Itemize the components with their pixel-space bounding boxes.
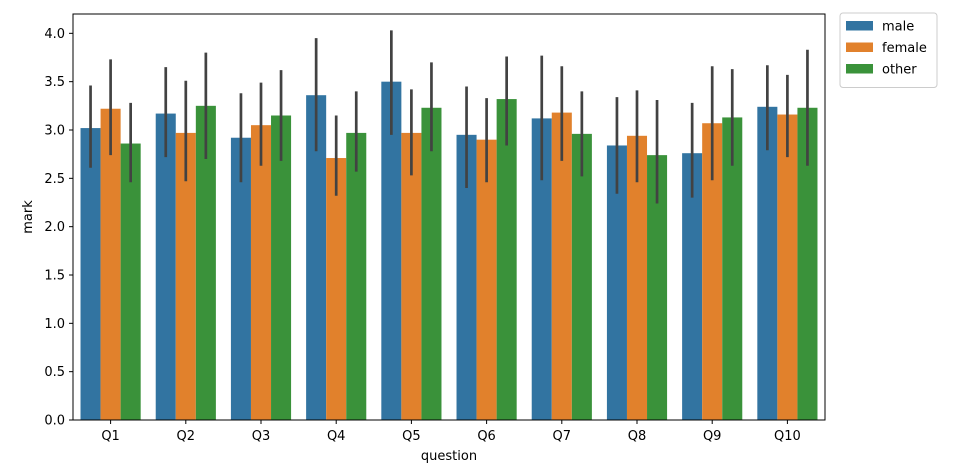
x-tick-label: Q1 — [101, 429, 120, 444]
y-tick-label: 3.0 — [44, 124, 65, 139]
bar-female-q6 — [476, 139, 497, 421]
y-tick-label: 0.0 — [44, 414, 65, 429]
bar-other-q7 — [571, 133, 592, 420]
bar-female-q8 — [626, 135, 648, 421]
bar-female-q7 — [551, 112, 572, 420]
bar-male-q4 — [306, 95, 327, 420]
x-tick-label: Q10 — [774, 429, 801, 444]
bar-male-q7 — [531, 118, 552, 421]
x-tick-label: Q9 — [703, 429, 722, 444]
legend-swatch-male — [846, 21, 873, 31]
y-tick-label: 0.5 — [44, 365, 65, 380]
y-tick-label: 1.0 — [44, 317, 65, 332]
bar-other-q9 — [722, 117, 743, 421]
x-axis-label: question — [421, 449, 477, 464]
bars-layer — [80, 81, 818, 421]
bar-other-q4 — [346, 132, 367, 420]
legend-swatch-female — [846, 42, 873, 52]
x-tick-label: Q2 — [177, 429, 196, 444]
x-tick-label: Q3 — [252, 429, 271, 444]
bar-other-q8 — [647, 155, 668, 420]
x-tick-label: Q7 — [553, 429, 572, 444]
bar-female-q4 — [326, 158, 347, 420]
bar-female-q1 — [100, 108, 121, 420]
y-axis-label: mark — [21, 200, 36, 234]
bar-other-q5 — [421, 107, 442, 421]
bar-female-q3 — [250, 125, 272, 421]
y-tick-label: 2.5 — [44, 172, 65, 187]
bar-female-q5 — [401, 132, 422, 420]
bar-male-q3 — [230, 137, 251, 421]
y-axis: 0.0 0.5 1.0 1.5 2.0 2.5 3.0 3.5 4.0 — [44, 27, 73, 429]
y-tick-label: 3.5 — [44, 75, 65, 90]
bar-female-q2 — [175, 132, 196, 420]
bar-female-q10 — [777, 114, 798, 420]
bar-other-q6 — [496, 99, 517, 420]
legend: male female other — [839, 12, 938, 88]
bar-male-q6 — [456, 134, 477, 420]
legend-label-male: male — [882, 20, 914, 35]
y-tick-label: 4.0 — [44, 27, 65, 42]
legend-swatch-other — [846, 64, 873, 74]
x-tick-label: Q8 — [628, 429, 647, 444]
x-tick-label: Q6 — [477, 429, 496, 444]
bar-male-q5 — [381, 81, 402, 421]
x-tick-label: Q4 — [327, 429, 346, 444]
bar-male-q10 — [757, 106, 778, 421]
error-bars-layer — [89, 30, 809, 204]
plot-frame — [72, 13, 826, 421]
bar-other-q3 — [271, 115, 292, 420]
x-axis: Q1 Q2 Q3 Q4 Q5 Q6 Q7 Q8 Q9 Q10 — [101, 420, 801, 444]
bar-male-q2 — [155, 113, 176, 420]
bar-male-q9 — [682, 153, 703, 420]
legend-label-female: female — [882, 41, 927, 56]
bar-other-q10 — [797, 107, 818, 421]
bar-male-q8 — [606, 145, 627, 420]
bar-other-q2 — [195, 105, 216, 420]
y-tick-label: 1.5 — [44, 269, 65, 284]
bar-female-q9 — [702, 123, 723, 420]
legend-label-other: other — [882, 63, 917, 78]
bar-other-q1 — [120, 143, 141, 420]
y-tick-label: 2.0 — [44, 220, 65, 235]
bar-male-q1 — [80, 128, 101, 420]
x-tick-label: Q5 — [402, 429, 421, 444]
